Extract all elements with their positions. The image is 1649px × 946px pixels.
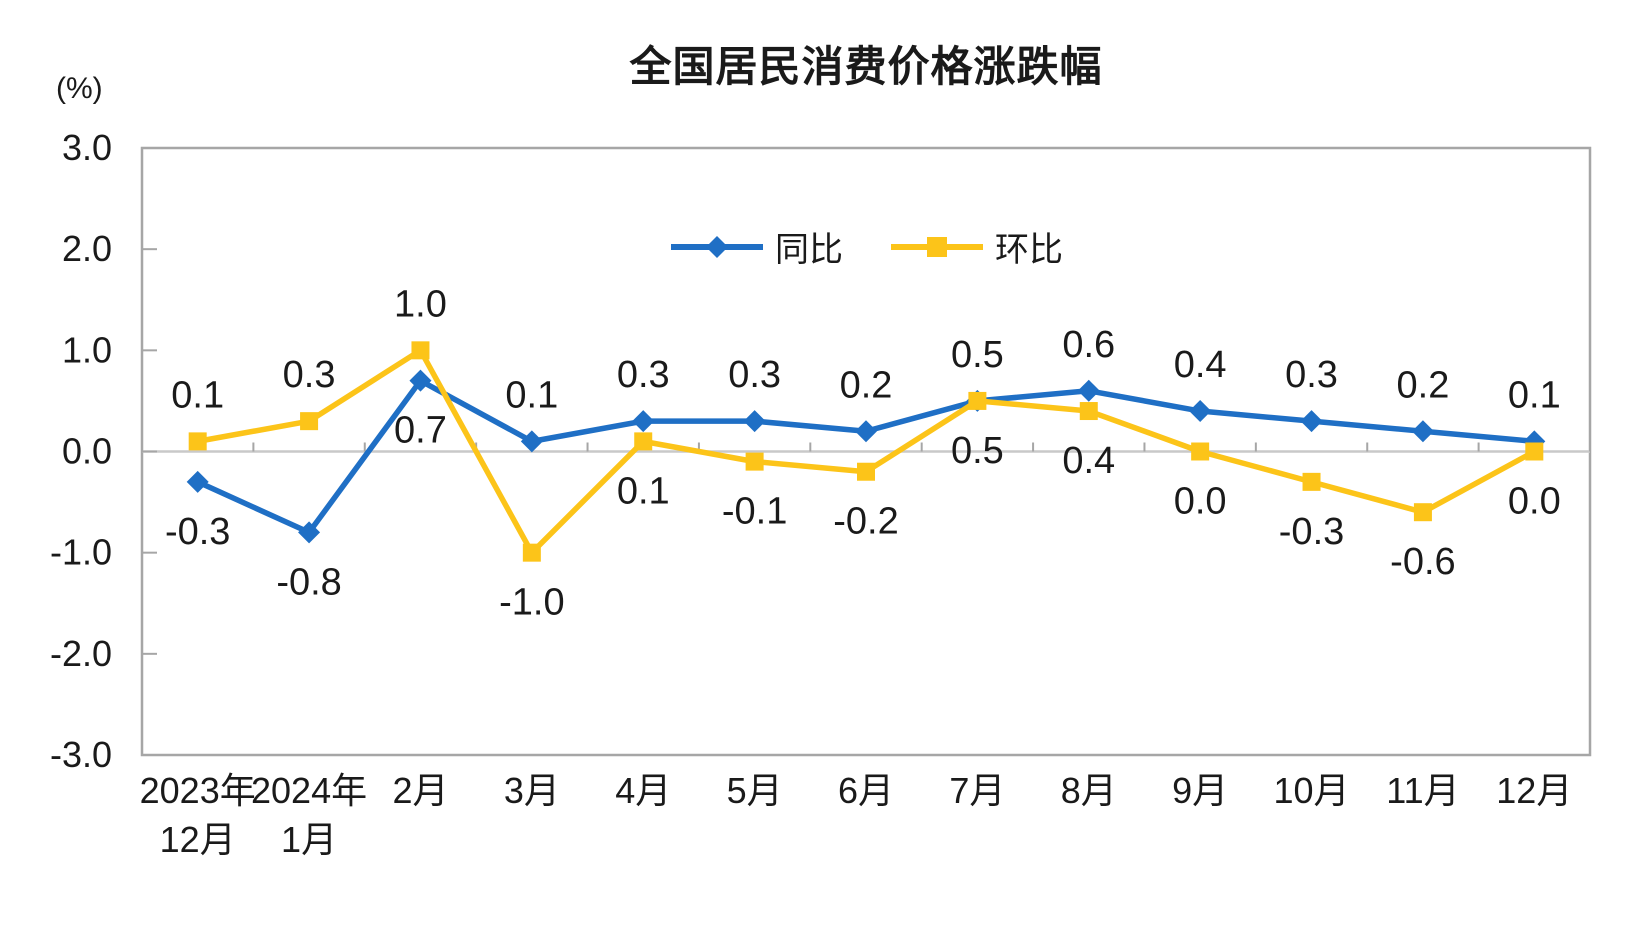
x-axis-tick-label: 6月 — [838, 770, 894, 811]
data-point-label: -1.0 — [499, 582, 564, 624]
y-axis-tick-label: 3.0 — [62, 127, 112, 168]
chart-legend: 同比 环比 — [142, 222, 1590, 271]
legend-label-huanbi: 环比 — [995, 231, 1063, 269]
data-point-marker — [1189, 400, 1212, 423]
data-point-label: 0.3 — [1285, 354, 1338, 396]
data-point-marker — [855, 420, 877, 443]
y-axis-unit-label: (%) — [56, 72, 103, 105]
data-point-marker — [1079, 402, 1098, 421]
data-point-label: 0.1 — [505, 374, 558, 416]
y-axis-tick-label: -2.0 — [50, 633, 112, 674]
data-point-marker — [968, 391, 987, 410]
data-point-label: 1.0 — [394, 283, 447, 325]
data-point-label: -0.1 — [722, 491, 787, 533]
tongbi-line-diamond-swatch-icon — [671, 235, 763, 258]
data-point-marker — [522, 543, 541, 562]
x-axis-tick-label: 10月 — [1274, 770, 1350, 811]
data-point-label: 0.0 — [1508, 481, 1561, 523]
data-point-label: -0.3 — [165, 511, 230, 553]
x-axis-tick-label: 12月 — [1496, 770, 1572, 811]
data-point-label: 0.1 — [617, 470, 670, 512]
data-point-marker — [745, 452, 764, 471]
x-axis-tick-label: 2月 — [392, 770, 448, 811]
y-axis-tick-label: 1.0 — [62, 329, 112, 370]
data-point-label: 0.2 — [1397, 364, 1450, 406]
y-axis-tick-label: -3.0 — [50, 734, 112, 775]
legend-item-huanbi: 环比 — [889, 222, 1063, 271]
data-point-label: -0.6 — [1390, 541, 1455, 583]
x-axis-tick-label: 5月 — [727, 770, 783, 811]
data-point-label: 0.3 — [728, 354, 781, 396]
series-环比: 0.1 0.3 1.0 -1.0 0.1 -0.1 -0.2 0.5 0.4 0.0 -0.3 -0.… — [171, 283, 1560, 623]
data-point-marker — [188, 432, 207, 451]
x-axis-tick-label: 2024年 — [251, 770, 367, 811]
data-point-marker — [1191, 442, 1210, 461]
data-point-label: 0.2 — [840, 364, 893, 406]
data-point-marker — [1302, 472, 1321, 491]
data-point-label: 0.1 — [171, 374, 224, 416]
data-point-label: 0.3 — [283, 354, 336, 396]
data-point-marker — [1525, 442, 1544, 461]
data-point-label: -0.3 — [1279, 511, 1344, 553]
x-axis-tick-label: 8月 — [1061, 770, 1117, 811]
x-axis-tick-label: 11月 — [1386, 770, 1459, 811]
legend-label-tongbi: 同比 — [775, 231, 843, 269]
data-point-label: 0.3 — [617, 354, 670, 396]
x-axis-tick-label: 4月 — [615, 770, 671, 811]
chart-title: 全国居民消费价格涨跌幅 — [629, 43, 1103, 90]
data-point-label: 0.4 — [1174, 344, 1227, 386]
data-point-label: 0.1 — [1508, 374, 1561, 416]
data-point-marker — [632, 410, 655, 433]
data-point-marker — [857, 462, 875, 481]
data-point-marker — [743, 410, 766, 433]
data-point-label: -0.8 — [276, 561, 341, 603]
data-point-label: -0.2 — [833, 501, 898, 543]
legend-item-tongbi: 同比 — [669, 222, 843, 271]
y-axis-tick-label: 0.0 — [62, 431, 112, 472]
y-axis-tick-label: -1.0 — [50, 532, 112, 573]
huanbi-line-square-swatch-icon — [891, 236, 983, 257]
x-axis-tick-label: 7月 — [949, 770, 1005, 811]
x-axis-tick-label: 2023年 — [140, 770, 256, 811]
data-point-label: 0.7 — [394, 410, 447, 452]
data-point-marker — [520, 430, 543, 453]
data-point-marker — [1413, 503, 1432, 522]
data-point-label: 0.5 — [951, 334, 1004, 376]
data-point-marker — [1411, 420, 1434, 443]
x-axis-tick-label: 3月 — [504, 770, 560, 811]
data-point-marker — [411, 341, 430, 360]
data-point-marker — [298, 521, 321, 544]
data-point-marker — [634, 432, 653, 451]
data-point-marker — [300, 412, 319, 431]
data-point-marker — [409, 369, 432, 392]
x-axis-tick-label: 9月 — [1172, 770, 1228, 811]
data-point-marker — [186, 470, 209, 493]
series-同比: -0.3 -0.8 0.7 0.1 0.3 0.3 0.2 0.5 0.6 0.4 0.3 0.2 0.… — [165, 324, 1561, 604]
data-point-label: 0.5 — [951, 430, 1004, 472]
data-point-marker — [1300, 410, 1323, 433]
data-point-label: 0.6 — [1062, 324, 1115, 366]
data-point-label: 0.4 — [1062, 440, 1115, 482]
x-axis-tick-label: 1月 — [281, 819, 337, 860]
y-axis-tick-label: 2.0 — [62, 228, 112, 269]
data-point-label: 0.0 — [1174, 481, 1227, 523]
x-axis-tick-label: 12月 — [160, 819, 236, 860]
data-point-marker — [1077, 379, 1100, 402]
